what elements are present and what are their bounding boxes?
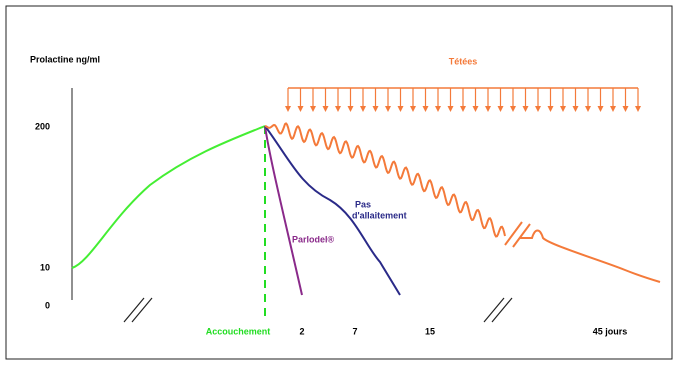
y-tick-label: 10: [40, 262, 50, 272]
arrow-head: [610, 106, 616, 112]
pregnancy-curve: [71, 125, 266, 269]
no-breastfeeding-curve: [264, 125, 401, 296]
x-label: 2: [299, 326, 304, 336]
arrow-head: [472, 106, 479, 112]
frame: [5, 5, 673, 360]
arrow-head: [597, 106, 604, 112]
parlodel-label: Parlodel®: [292, 234, 335, 244]
arrow-head: [347, 106, 354, 112]
arrow-head: [285, 106, 291, 112]
arrow-head: [310, 106, 316, 112]
arrow-head: [497, 106, 504, 112]
arrow-head: [447, 106, 454, 112]
arrow-head: [622, 106, 629, 112]
x-label: Accouchement: [206, 326, 271, 336]
breastfeeding-curve: [264, 122, 506, 238]
arrow-head: [560, 106, 566, 112]
arrow-head: [397, 106, 404, 112]
arrow-head: [372, 106, 379, 112]
arrow-head: [547, 106, 554, 112]
arrow-head: [485, 106, 491, 112]
x-label: 7: [352, 326, 357, 336]
arrow-head: [385, 106, 391, 112]
arrow-head: [572, 106, 579, 112]
arrow-head: [635, 106, 641, 112]
arrow-head: [322, 106, 329, 112]
x-label: 15: [425, 326, 435, 336]
no-breastfeeding-label: d'allaitement: [352, 210, 407, 220]
arrow-head: [522, 106, 529, 112]
arrow-head: [422, 106, 429, 112]
arrow-head: [435, 106, 441, 112]
orange-break: [504, 221, 531, 248]
arrow-head: [360, 106, 366, 112]
arrow-head: [335, 106, 341, 112]
breastfeeding-curve-late: [520, 229, 661, 283]
arrow-head: [460, 106, 466, 112]
axis-breaks: [123, 297, 513, 323]
arrow-head: [297, 106, 304, 112]
arrow-head: [510, 106, 516, 112]
feeding-label: Tétées: [449, 56, 478, 66]
arrow-head: [410, 106, 416, 112]
arrow-head: [535, 106, 541, 112]
no-breastfeeding-label: Pas: [355, 199, 371, 209]
y-axis-label: Prolactine ng/ml: [30, 54, 100, 64]
arrow-head: [585, 106, 591, 112]
parlodel-curve: [264, 125, 303, 296]
y-tick-label: 200: [35, 121, 50, 131]
x-label: 45 jours: [593, 326, 628, 336]
y-tick-label: 0: [45, 300, 50, 310]
